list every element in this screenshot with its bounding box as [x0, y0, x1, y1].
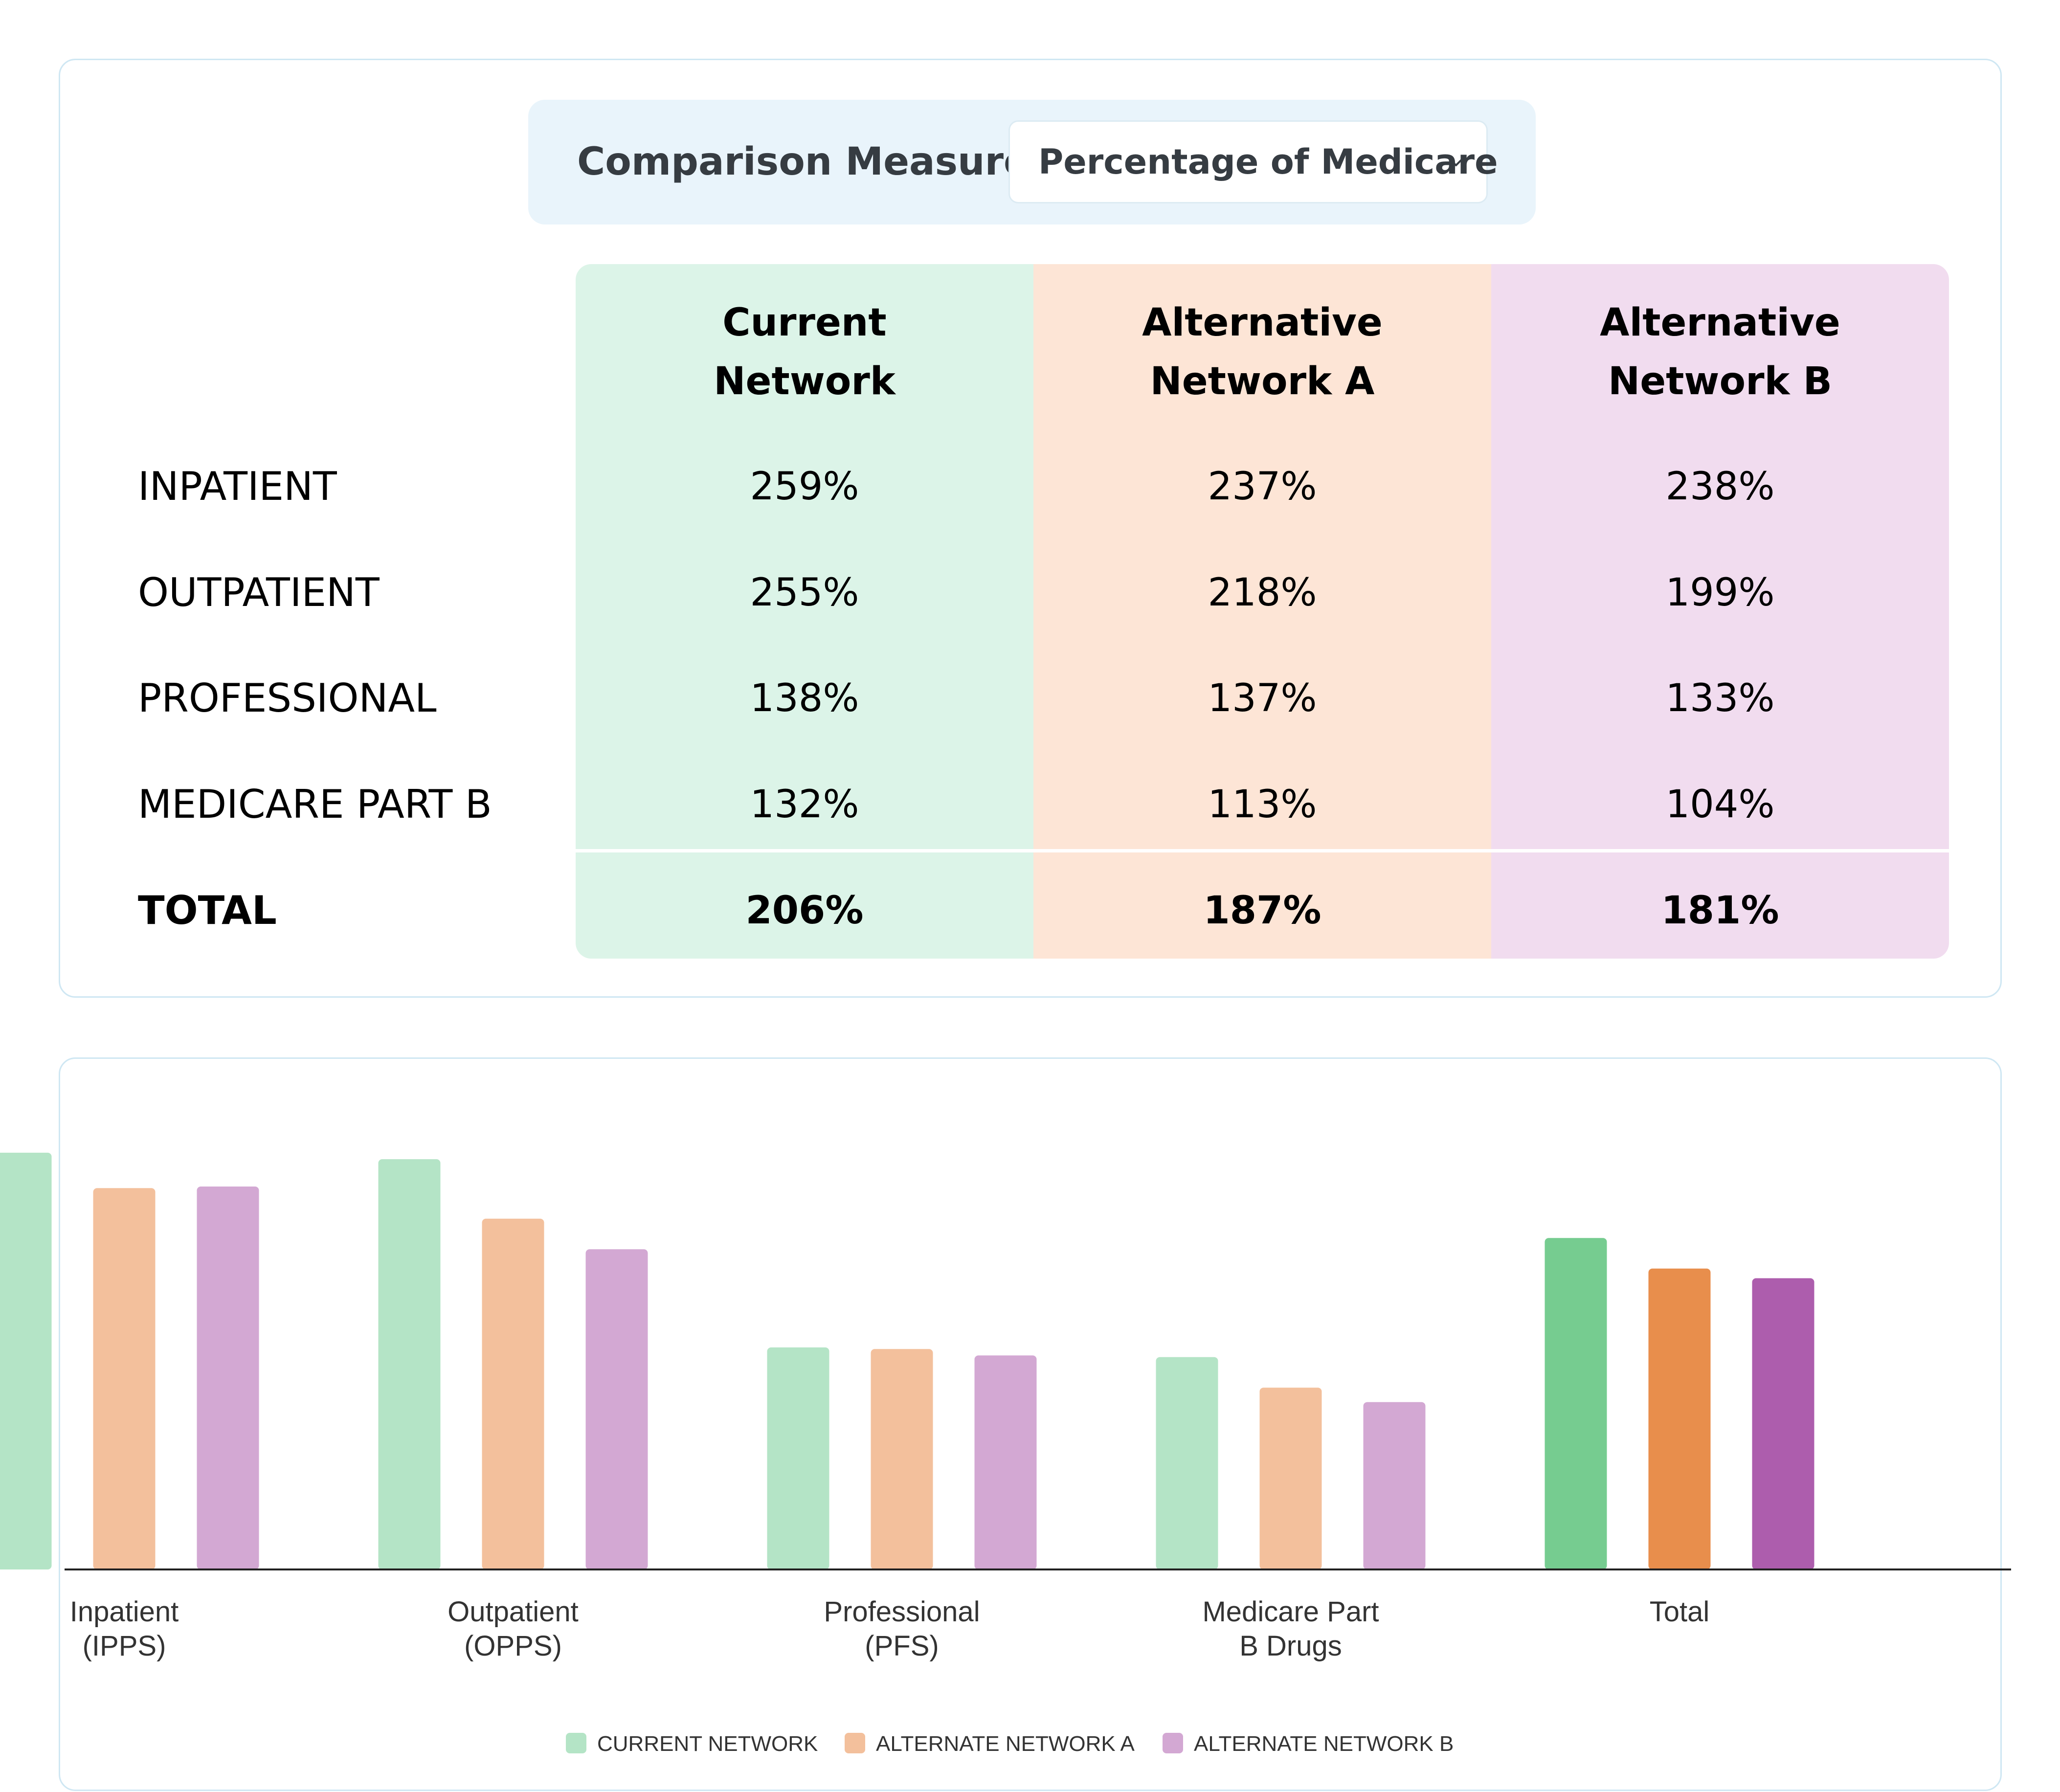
- table-cell: 132%: [750, 783, 859, 827]
- total-cell: 187%: [1203, 889, 1321, 933]
- comparison-measure-label: Comparison Measure: [577, 140, 1030, 184]
- total-cell: 181%: [1661, 889, 1779, 933]
- table-cell: 133%: [1665, 676, 1775, 720]
- bar-2-4: [1259, 1388, 1322, 1569]
- bar-2-2: [482, 1218, 544, 1569]
- bar-1-4: [1156, 1357, 1218, 1569]
- bar-1-2: [378, 1159, 441, 1570]
- row-label: MEDICARE PART B: [138, 782, 492, 827]
- legend-label-2: ALTERNATE NETWORK A: [876, 1732, 1135, 1756]
- table-cell: 255%: [750, 571, 859, 615]
- table-cell: 259%: [750, 465, 859, 509]
- bar-2-1: [93, 1188, 156, 1569]
- legend-label-3: ALTERNATE NETWORK B: [1194, 1732, 1454, 1756]
- comparison-measure-panel: Comparison Measure Percentage of Medicar…: [528, 100, 1536, 224]
- bar-3-5: [1752, 1278, 1814, 1569]
- comparison-measure-select[interactable]: Percentage of Medicare: [1008, 120, 1498, 203]
- chevron-down-icon: [1448, 157, 1464, 166]
- legend-label-1: CURRENT NETWORK: [597, 1732, 818, 1756]
- row-label: OUTPATIENT: [138, 570, 380, 615]
- column-header-1: Current Network: [714, 301, 896, 403]
- bar-3-4: [1363, 1402, 1426, 1569]
- comparison-measure-value: Percentage of Medicare: [1038, 142, 1498, 182]
- bar-1-3: [767, 1347, 829, 1569]
- x-tick-label: (PFS): [865, 1630, 939, 1662]
- bar-2-3: [871, 1349, 933, 1569]
- total-separator: [576, 849, 1949, 852]
- x-tick-label: (OPPS): [464, 1630, 562, 1662]
- bar-2-5: [1648, 1268, 1711, 1569]
- column-background-current: [576, 264, 1033, 959]
- x-tick-label: B Drugs: [1239, 1630, 1342, 1662]
- row-label: INPATIENT: [138, 464, 337, 509]
- row-label: PROFESSIONAL: [138, 675, 437, 721]
- total-row-label: TOTAL: [138, 888, 277, 933]
- x-tick-label: Total: [1650, 1596, 1710, 1628]
- table-cell: 137%: [1208, 676, 1317, 720]
- column-background-alt-a: [1033, 264, 1491, 959]
- bar-1-5: [1545, 1238, 1607, 1569]
- x-tick-label: Professional: [824, 1596, 980, 1628]
- x-tick-label: Outpatient: [448, 1596, 579, 1628]
- column-header-3: Alternative Network B: [1600, 301, 1840, 403]
- table-cell: 104%: [1665, 783, 1775, 827]
- table-cell: 113%: [1208, 783, 1317, 827]
- table-cell: 237%: [1208, 465, 1317, 509]
- table-cell: 218%: [1208, 571, 1317, 615]
- bar-1-1: [0, 1152, 52, 1569]
- x-tick-label: Medicare Part: [1202, 1596, 1379, 1628]
- legend-swatch-1: [566, 1733, 586, 1753]
- table-cell: 238%: [1665, 465, 1775, 509]
- x-tick-label: Inpatient: [70, 1596, 179, 1628]
- legend-swatch-3: [1163, 1733, 1183, 1753]
- bar-3-3: [974, 1355, 1037, 1569]
- table-cell: 199%: [1665, 571, 1775, 615]
- bar-3-1: [197, 1187, 259, 1569]
- column-background-alt-b: [1491, 264, 1949, 959]
- column-header-2: Alternative Network A: [1142, 301, 1383, 403]
- table-cell: 138%: [750, 676, 859, 720]
- legend-swatch-2: [845, 1733, 865, 1753]
- x-tick-label: (IPPS): [83, 1630, 166, 1662]
- bar-3-2: [585, 1249, 648, 1569]
- total-cell: 206%: [745, 889, 864, 933]
